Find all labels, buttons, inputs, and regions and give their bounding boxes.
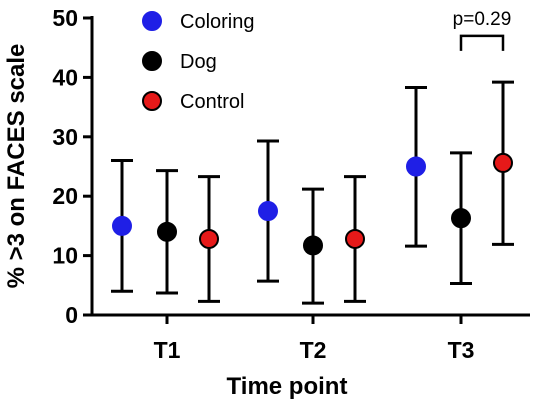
data-points xyxy=(112,152,513,256)
x-axis-title: Time point xyxy=(227,373,348,400)
legend-marker-control xyxy=(142,91,162,111)
legend-marker-coloring xyxy=(142,11,162,31)
point-dog-t1 xyxy=(157,221,177,242)
y-tick-label: 30 xyxy=(52,124,78,150)
point-control-t3 xyxy=(493,152,513,173)
point-coloring-t1 xyxy=(112,215,132,236)
x-tick-label-t1: T1 xyxy=(154,337,181,363)
point-control-t1 xyxy=(199,228,219,249)
y-tick-label: 10 xyxy=(52,243,78,269)
legend-label-dog: Dog xyxy=(180,51,217,73)
point-control-t2 xyxy=(345,228,365,249)
y-ticks: 0 10 20 30 40 50 xyxy=(52,5,92,328)
error-bars xyxy=(111,80,514,305)
legend-label-coloring: Coloring xyxy=(180,11,254,33)
x-ticks: T1 T2 T3 xyxy=(154,315,475,363)
significance-label: p=0.29 xyxy=(453,9,512,30)
y-tick-label: 0 xyxy=(65,302,78,328)
legend-marker-dog xyxy=(142,51,162,71)
x-tick-label-t2: T2 xyxy=(300,337,327,363)
y-tick-label: 40 xyxy=(52,64,78,90)
legend-label-control: Control xyxy=(180,91,244,113)
point-dog-t2 xyxy=(303,235,323,256)
y-tick-label: 20 xyxy=(52,183,78,209)
y-tick-label: 50 xyxy=(52,5,78,31)
point-coloring-t3 xyxy=(406,156,426,177)
axes xyxy=(90,16,530,317)
legend: Coloring Dog Control xyxy=(142,11,254,113)
y-axis-title: % >3 on FACES scale xyxy=(3,44,30,289)
significance-bracket xyxy=(459,34,505,51)
point-dog-t3 xyxy=(451,208,471,229)
point-coloring-t2 xyxy=(258,201,278,222)
annotations: p=0.29 xyxy=(453,9,512,51)
x-tick-label-t3: T3 xyxy=(448,337,475,363)
